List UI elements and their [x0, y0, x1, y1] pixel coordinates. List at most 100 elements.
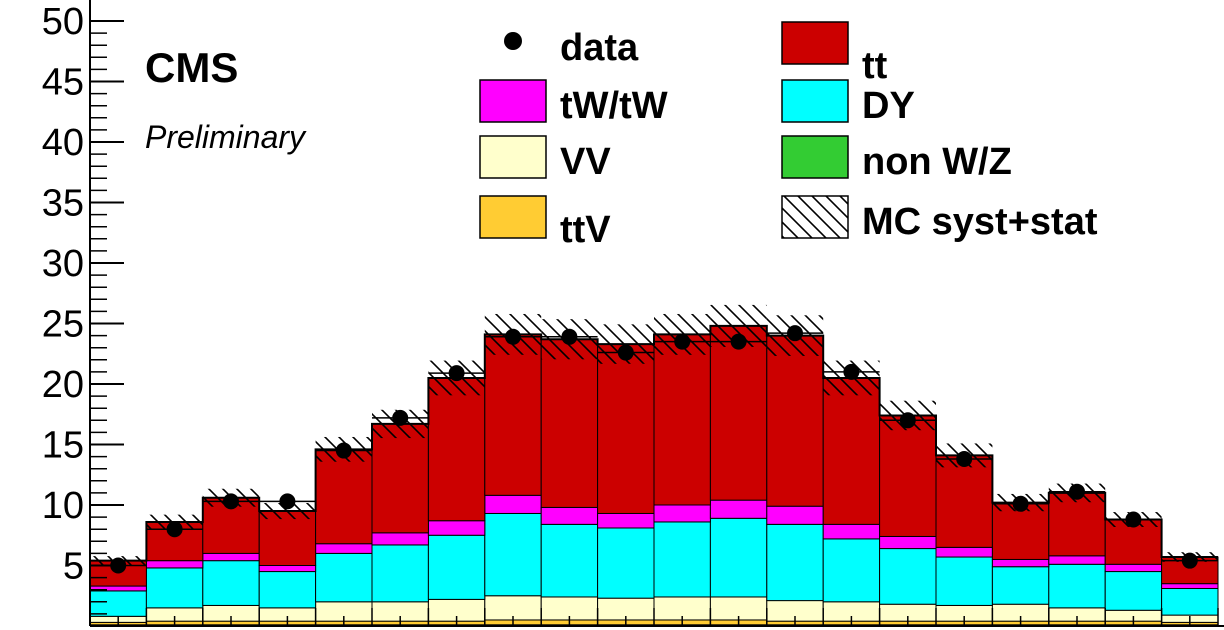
legend-marker-non-w-z: [781, 135, 849, 179]
data-points: [90, 325, 1218, 574]
data-point-1: [166, 521, 183, 538]
data-point-9: [617, 344, 634, 361]
bar-tw-tw-14: [879, 535, 937, 550]
bar-tw-tw-15: [935, 546, 993, 558]
y-tick-label-25: 25: [42, 304, 84, 346]
y-tick-label-45: 45: [42, 62, 84, 104]
bar-dy-10: [653, 521, 711, 598]
bar-tw-tw-12: [766, 505, 824, 525]
data-point-10: [674, 333, 691, 350]
bar-dy-3: [258, 571, 317, 609]
bar-dy-2: [202, 560, 260, 606]
legend-marker-mc-syst-stat: [781, 195, 849, 239]
series-dy: [90, 512, 1219, 617]
bar-dy-8: [540, 523, 599, 598]
legend-label-dy: DY: [862, 85, 915, 127]
uncertainty-bin-3: [259, 503, 316, 520]
legend-label-data: data: [560, 27, 639, 69]
bar-tw-tw-5: [371, 532, 429, 546]
bar-tw-tw-13: [822, 523, 881, 540]
y-tick-label-40: 40: [42, 122, 84, 164]
y-tick-label-15: 15: [42, 425, 84, 467]
legend-entry-ttv: ttV: [479, 195, 611, 251]
legend-marker-data: [504, 32, 522, 50]
y-tick-label-35: 35: [42, 183, 84, 225]
legend-entry-tw-tw: tW/tW: [479, 79, 668, 127]
bar-dy-16: [991, 566, 1050, 605]
bar-tt-7: [484, 333, 542, 496]
legend-marker-tt: [781, 21, 849, 65]
data-point-15: [956, 451, 973, 468]
legend-label-vv: VV: [560, 141, 611, 183]
legend-label-non-w-z: non W/Z: [862, 141, 1012, 183]
legend-entry-mc-syst-stat: MC syst+stat: [781, 195, 1098, 243]
bar-tw-tw-18: [1104, 563, 1163, 573]
bar-tw-tw-6: [427, 520, 486, 536]
bar-dy-9: [597, 527, 655, 599]
bar-dy-15: [935, 556, 993, 606]
bar-tt-17: [1048, 492, 1106, 557]
bar-dy-17: [1048, 563, 1106, 609]
bar-dy-7: [484, 512, 542, 597]
bar-tw-tw-10: [653, 504, 711, 523]
legend-marker-ttv: [479, 195, 547, 239]
experiment-labels: CMS Preliminary: [145, 44, 307, 155]
bar-tt-12: [766, 335, 824, 507]
data-point-11: [730, 333, 747, 350]
bar-tw-tw-17: [1048, 555, 1106, 565]
preliminary-label: Preliminary: [145, 119, 307, 155]
legend-label-ttv: ttV: [560, 209, 611, 251]
data-point-14: [899, 412, 916, 429]
legend-marker-dy: [781, 79, 849, 123]
bar-tw-tw-4: [315, 543, 373, 554]
y-tick-label-20: 20: [42, 364, 84, 406]
bar-tt-10: [653, 333, 711, 506]
bar-tw-tw-16: [991, 558, 1050, 568]
bar-tw-tw-3: [258, 565, 317, 573]
bar-tt-14: [879, 414, 937, 537]
data-point-13: [843, 363, 860, 380]
data-point-18: [1125, 511, 1142, 528]
cms-label: CMS: [145, 44, 238, 91]
bar-tw-tw-11: [709, 499, 768, 519]
bar-tt-9: [597, 343, 655, 514]
bar-dy-12: [766, 523, 824, 602]
bar-tt-5: [371, 423, 429, 534]
bar-dy-5: [371, 544, 429, 603]
bar-tw-tw-1: [145, 560, 204, 569]
data-point-19: [1181, 552, 1198, 569]
bar-tt-8: [540, 338, 599, 508]
legend-marker-vv: [479, 135, 547, 179]
legend-label-tt: tt: [862, 45, 888, 87]
bar-dy-19: [1161, 587, 1219, 616]
y-ticks: 5 10 15 20 25 30 35 40 45 50: [42, 1, 1219, 626]
bar-tw-tw-19: [1161, 583, 1219, 589]
legend-entry-tt: tt: [781, 21, 888, 87]
bar-dy-1: [145, 567, 204, 609]
data-point-8: [561, 328, 578, 345]
bar-dy-6: [427, 534, 486, 600]
data-point-5: [392, 409, 409, 426]
bar-tw-tw-7: [484, 494, 542, 514]
legend-entry-non-w-z: non W/Z: [781, 135, 1012, 183]
y-tick-label-5: 5: [63, 546, 84, 588]
bar-dy-14: [879, 548, 937, 605]
legend-label-mc-syst-stat: MC syst+stat: [862, 201, 1098, 243]
axes: [89, 0, 1224, 627]
bar-tt-15: [935, 454, 993, 548]
data-point-3: [279, 493, 296, 510]
bar-tw-tw-8: [540, 506, 599, 525]
data-point-2: [223, 493, 239, 510]
data-point-17: [1069, 483, 1085, 500]
y-tick-label-50: 50: [42, 1, 84, 43]
bar-tt-4: [315, 448, 373, 545]
bar-tt-6: [427, 377, 486, 522]
bar-tt-13: [822, 377, 881, 525]
legend-label-tw-tw: tW/tW: [560, 85, 668, 127]
data-point-16: [1012, 495, 1029, 512]
bar-dy-4: [315, 552, 373, 603]
data-point-4: [335, 442, 352, 459]
stacked-bars: [90, 324, 1219, 626]
bar-tw-tw-2: [202, 552, 260, 562]
